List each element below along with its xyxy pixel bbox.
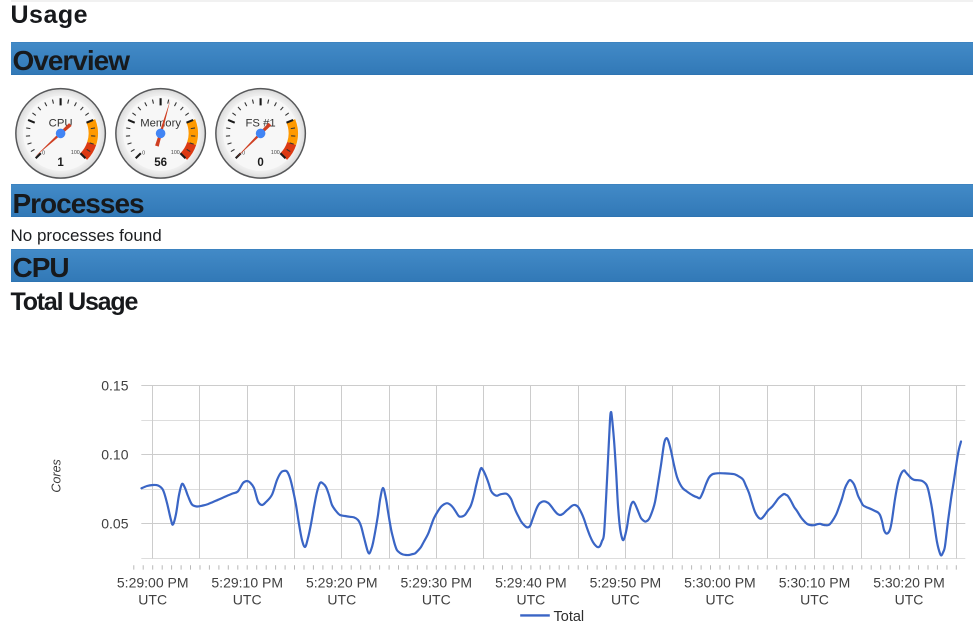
svg-text:UTC: UTC (611, 592, 640, 608)
svg-text:100: 100 (71, 150, 80, 156)
svg-text:5:29:40 PM: 5:29:40 PM (495, 575, 567, 591)
svg-text:Total: Total (554, 609, 585, 623)
svg-text:5:29:30 PM: 5:29:30 PM (400, 575, 472, 591)
svg-text:56: 56 (154, 157, 167, 169)
svg-text:100: 100 (271, 150, 280, 156)
svg-text:0: 0 (242, 150, 245, 156)
svg-text:UTC: UTC (327, 592, 356, 608)
svg-text:5:29:00 PM: 5:29:00 PM (117, 575, 189, 591)
svg-text:0: 0 (257, 157, 263, 169)
svg-text:0.05: 0.05 (101, 515, 128, 531)
svg-text:5:30:20 PM: 5:30:20 PM (873, 575, 945, 591)
svg-text:1: 1 (57, 157, 64, 169)
svg-text:5:29:50 PM: 5:29:50 PM (590, 575, 662, 591)
svg-text:Cores: Cores (50, 459, 64, 492)
svg-text:100: 100 (171, 150, 180, 156)
svg-text:5:29:20 PM: 5:29:20 PM (306, 575, 378, 591)
svg-text:UTC: UTC (138, 592, 167, 608)
svg-text:UTC: UTC (706, 592, 735, 608)
svg-text:0: 0 (142, 150, 145, 156)
svg-text:0.15: 0.15 (101, 378, 128, 394)
svg-text:5:29:10 PM: 5:29:10 PM (211, 575, 283, 591)
svg-text:UTC: UTC (233, 592, 262, 608)
svg-text:Memory: Memory (140, 117, 181, 129)
svg-text:UTC: UTC (895, 592, 924, 608)
svg-text:UTC: UTC (422, 592, 451, 608)
svg-text:5:30:00 PM: 5:30:00 PM (684, 575, 756, 591)
svg-text:UTC: UTC (517, 592, 546, 608)
svg-text:0: 0 (42, 150, 45, 156)
svg-text:UTC: UTC (800, 592, 829, 608)
svg-text:5:30:10 PM: 5:30:10 PM (779, 575, 851, 591)
svg-text:FS #1: FS #1 (246, 117, 276, 129)
svg-text:0.10: 0.10 (101, 446, 128, 462)
